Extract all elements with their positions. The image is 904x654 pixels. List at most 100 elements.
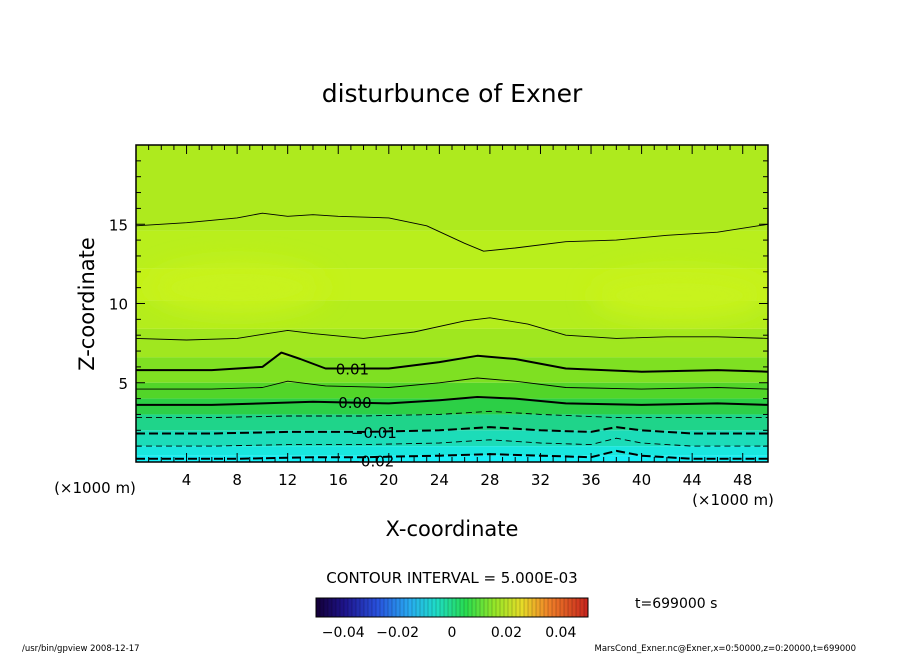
x-tick-label: 32 <box>531 471 550 489</box>
colorbar-cell <box>576 598 581 617</box>
colorbar-cell <box>532 598 537 617</box>
colorbar-cell <box>460 598 465 617</box>
x-tick-label: 12 <box>278 471 297 489</box>
colorbar-cell <box>328 598 333 617</box>
fill-patch <box>148 262 326 314</box>
colorbar-cell <box>508 598 513 617</box>
colorbar-cell <box>564 598 569 617</box>
colorbar-cell <box>524 598 529 617</box>
colorbar-cell <box>512 598 517 617</box>
colorbar-cell <box>504 598 509 617</box>
colorbar-cell <box>560 598 565 617</box>
colorbar-tick-label: 0.04 <box>545 625 576 641</box>
contour-interval-label: CONTOUR INTERVAL = 5.000E-03 <box>326 569 577 587</box>
footer-left: /usr/bin/gpview 2008-12-17 <box>22 644 140 654</box>
x-tick-label: 36 <box>581 471 600 489</box>
axis-ticks <box>136 145 768 462</box>
chart-title: disturbunce of Exner <box>322 79 583 108</box>
colorbar-cell <box>572 598 577 617</box>
colorbar-cell <box>516 598 521 617</box>
colorbar-cell <box>488 598 493 617</box>
colorbar-cell <box>536 598 541 617</box>
colorbar-cell <box>348 598 353 617</box>
colorbar-cell <box>408 598 413 617</box>
colorbar-cell <box>428 598 433 617</box>
contour-label: 0.01 <box>336 360 369 378</box>
y-tick-label: 5 <box>118 375 128 393</box>
fill-band <box>136 328 768 358</box>
fill-band <box>136 398 768 415</box>
colorbar-cell <box>380 598 385 617</box>
contour-lines <box>136 212 768 460</box>
contour-line <box>136 212 768 252</box>
y-tick-label: 15 <box>109 216 128 234</box>
contour-line <box>136 317 768 341</box>
y-axis-label: Z-coordinate <box>75 237 99 371</box>
contour-line <box>136 437 768 447</box>
colorbar-cell <box>352 598 357 617</box>
colorbar-cell <box>496 598 501 617</box>
colorbar-cell <box>440 598 445 617</box>
colorbar-cell <box>356 598 361 617</box>
colorbar-cell <box>332 598 337 617</box>
colorbar-cell <box>452 598 457 617</box>
colorbar-cell <box>520 598 525 617</box>
x-unit-label: (×1000 m) <box>692 491 774 509</box>
x-tick-label: 20 <box>379 471 398 489</box>
colorbar-cell <box>500 598 505 617</box>
colorbar-cell <box>480 598 485 617</box>
fill-band <box>136 230 768 269</box>
time-label: t=699000 s <box>635 596 717 612</box>
colorbar-tick-label: 0.02 <box>491 625 522 641</box>
x-tick-label: 16 <box>329 471 348 489</box>
colorbar-cell <box>320 598 325 617</box>
fill-band <box>136 145 768 231</box>
colorbar-cell <box>400 598 405 617</box>
y-tick-label: 10 <box>109 296 128 314</box>
colorbar-tick-label: −0.04 <box>322 625 365 641</box>
colorbar-cell <box>580 598 585 617</box>
colorbar-cell <box>412 598 417 617</box>
fill-patch <box>591 271 768 320</box>
colorbar-cell <box>584 598 589 617</box>
colorbar-cell <box>420 598 425 617</box>
colorbar-cell <box>376 598 381 617</box>
colorbar-cell <box>324 598 329 617</box>
contour-label: −0.01 <box>351 424 397 442</box>
contour-line <box>136 410 768 419</box>
contour-line <box>136 426 768 435</box>
x-tick-label: 24 <box>430 471 449 489</box>
x-tick-label: 4 <box>182 471 192 489</box>
y-unit-label: (×1000 m) <box>54 479 136 497</box>
colorbar-cell <box>424 598 429 617</box>
colorbar-cell <box>360 598 365 617</box>
colorbar-cell <box>436 598 441 617</box>
colorbar-cell <box>492 598 497 617</box>
colorbar-tick-labels: −0.04 −0.02 0 0.02 0.04 <box>322 625 577 641</box>
contour-line <box>136 377 768 390</box>
contour-labels: 0.010.00−0.01−0.02 <box>336 360 397 470</box>
contour-label: 0.00 <box>338 394 371 412</box>
colorbar-cell <box>568 598 573 617</box>
colorbar-cell <box>528 598 533 617</box>
colorbar-cell <box>416 598 421 617</box>
x-tick-label: 48 <box>733 471 752 489</box>
contour-line <box>136 351 768 373</box>
colorbar-tick-label: −0.02 <box>376 625 419 641</box>
colorbar-cell <box>316 598 321 617</box>
colorbar-cell <box>392 598 397 617</box>
colorbar-cell <box>396 598 401 617</box>
colorbar-cell <box>388 598 393 617</box>
colorbar-cell <box>368 598 373 617</box>
fill-band <box>136 446 768 456</box>
colorbar-cell <box>476 598 481 617</box>
x-tick-label: 8 <box>232 471 242 489</box>
x-axis-label: X-coordinate <box>386 517 519 541</box>
x-tick-label: 44 <box>683 471 702 489</box>
colorbar-frame <box>315 597 589 618</box>
colorbar-cell <box>372 598 377 617</box>
colorbar-cell <box>468 598 473 617</box>
contour-line <box>136 396 768 406</box>
colorbar-cell <box>540 598 545 617</box>
